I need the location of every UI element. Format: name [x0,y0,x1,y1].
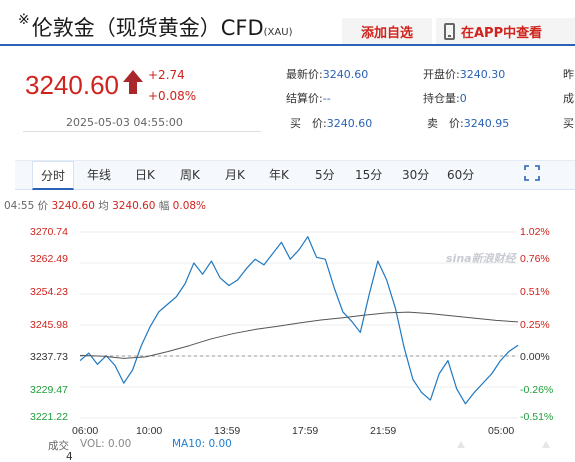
volume-value: VOL: 0.00 [80,438,132,450]
field-oi-label: 持仓量: [423,92,460,105]
header-divider [0,44,575,46]
tab-monthly-k[interactable]: 月K [225,168,245,182]
fullscreen-icon[interactable] [524,165,540,181]
add-watchlist-button[interactable]: 添加自选 [342,18,432,44]
field-bid-label: 买 价: [290,117,327,130]
quote-divider [23,131,261,132]
price-series-line [80,236,519,405]
price-chart [80,231,519,419]
field-c3r1: 昨 [563,68,574,81]
instrument-code: (XAU) [263,27,293,38]
x-tick: 05:00 [488,425,515,437]
add-watchlist-label: 添加自选 [360,25,413,41]
y-tick-left: 3237.73 [30,351,68,363]
y-tick-left: 3270.74 [30,226,68,238]
minute-info: 04:55 价 3240.60 均 3240.60 幅 0.08% [4,198,206,213]
minute-price: 3240.60 [51,200,95,212]
x-tick: 17:59 [292,425,319,437]
tab-weekly-k[interactable]: 周K [180,168,200,182]
y-tick-left: 3229.47 [30,384,68,396]
last-price: 3240.60 [25,70,119,100]
y-tick-left: 3221.22 [30,411,68,423]
field-c3r3: 买 [563,117,574,130]
field-settle-value: -- [322,92,331,105]
tab-year-line[interactable]: 年线 [87,168,112,182]
tab-5min[interactable]: 5分 [315,168,335,182]
minute-avg-label: 均 [98,200,109,212]
field-ask: 卖 价:3240.95 [427,115,509,131]
field-open: 开盘价:3240.30 [423,66,505,82]
field-open-label: 开盘价: [423,68,460,81]
field-settle: 结算价:-- [286,90,331,106]
tab-30min[interactable]: 30分 [402,168,430,182]
y-tick-left: 3262.49 [30,253,68,265]
field-last: 最新价:3240.60 [286,66,368,82]
minute-amp-label: 幅 [158,200,170,212]
volume-count: 4 [66,451,73,462]
field-settle-label: 结算价: [286,92,323,105]
phone-icon [444,22,455,40]
instrument-title: ※伦敦金（现货黄金）CFD(XAU) [18,12,292,42]
x-tick: 06:00 [72,425,99,437]
minute-price-label: 价 [37,200,49,212]
y-tick-right: 0.76% [520,253,550,265]
field-oi-value: 0 [459,92,467,105]
y-tick-left: 3254.23 [30,286,68,298]
y-tick-right: -0.26% [520,384,554,396]
average-series-line [80,311,519,359]
y-tick-left: 3245.98 [30,319,68,331]
price-change: +2.74 [148,68,185,82]
instrument-name: 伦敦金（现货黄金）CFD [31,16,264,40]
minute-amp: 0.08% [172,200,207,212]
field-bid-value: 3240.60 [326,117,373,130]
field-c3r2: 成 [563,92,574,105]
y-tick-right: 0.25% [520,319,550,331]
x-tick: 21:59 [370,425,397,437]
x-tick: 13:59 [214,425,241,437]
watermark-logo: sina新浪财经 [446,252,516,265]
field-bid: 买 价:3240.60 [290,115,372,131]
tab-daily-k[interactable]: 日K [135,168,155,182]
field-oi: 持仓量:0 [423,90,467,106]
volume-label: 成交 [48,440,69,452]
up-arrow-icon [123,70,143,94]
y-tick-right: 0.51% [520,286,550,298]
field-open-value: 3240.30 [459,68,506,81]
y-tick-right: -0.51% [520,411,554,423]
instrument-symbol: ※ [18,12,30,28]
x-tick: 10:00 [136,425,163,437]
y-tick-right: 1.02% [520,226,550,238]
view-in-app-label: 在APP中查看 [461,25,543,41]
minute-time: 04:55 [4,200,35,212]
tab-minute[interactable]: 分时 [32,161,74,190]
tab-15min[interactable]: 15分 [355,168,383,182]
quote-timestamp: 2025-05-03 04:55:00 [66,116,183,129]
chart-tabs: 分时 年线 日K 周K 月K 年K 5分 15分 30分 60分 [15,160,575,190]
minute-avg: 3240.60 [112,200,156,212]
field-last-value: 3240.60 [322,68,369,81]
volume-arrows [457,441,550,448]
field-ask-value: 3240.95 [463,117,510,130]
tab-60min[interactable]: 60分 [447,168,475,182]
price-change-pct: +0.08% [148,89,197,103]
y-tick-right: 0.00% [520,351,550,363]
ma10-value: MA10: 0.00 [172,438,232,450]
field-last-label: 最新价: [286,68,323,81]
view-in-app-button[interactable]: 在APP中查看 [436,18,575,44]
tab-yearly-k[interactable]: 年K [269,168,289,182]
field-ask-label: 卖 价: [427,117,464,130]
